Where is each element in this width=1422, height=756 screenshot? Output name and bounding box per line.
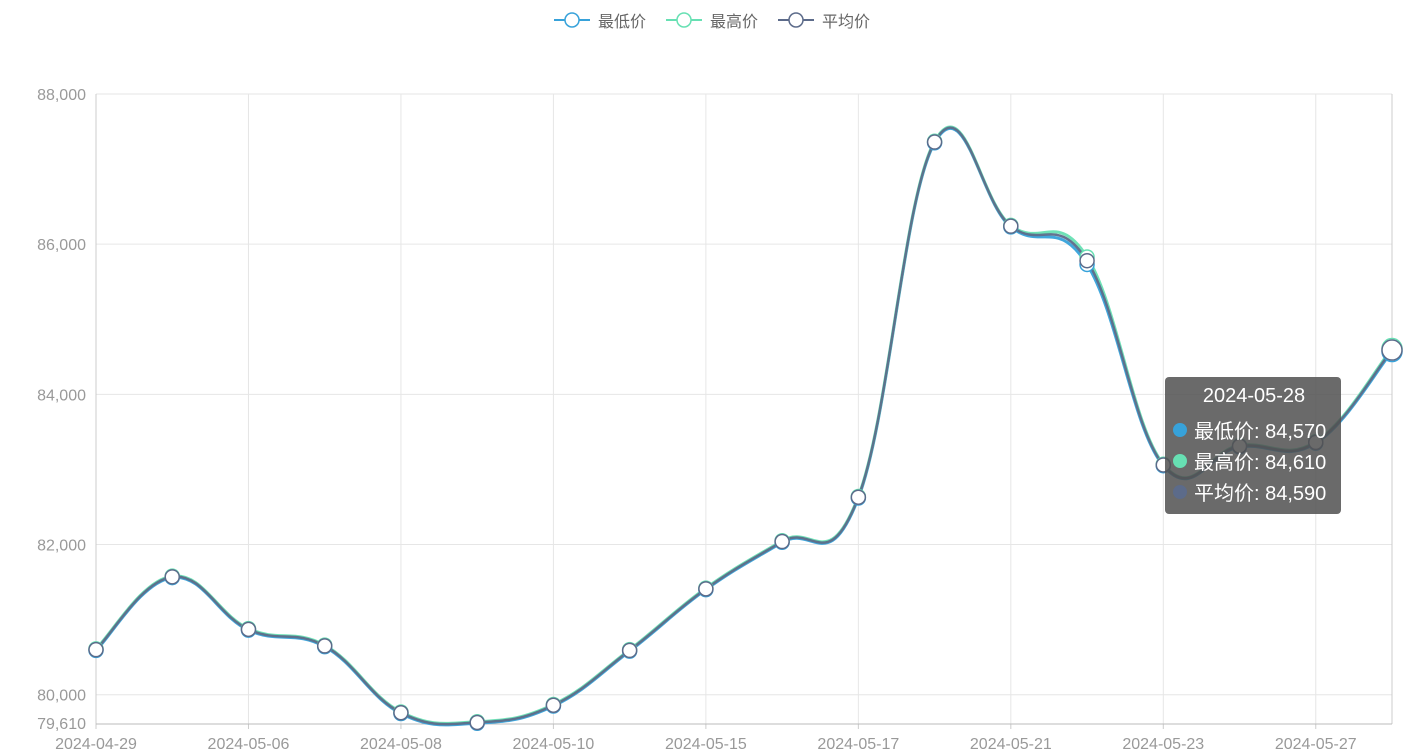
x-tick-label: 2024-05-27	[1275, 736, 1357, 753]
series-2-point	[698, 581, 714, 597]
y-tick-label: 82,000	[37, 538, 86, 555]
legend-item-avg[interactable]: 平均价	[776, 8, 870, 32]
x-tick-label: 2024-05-10	[512, 736, 594, 753]
x-tick-label: 2024-05-08	[360, 736, 442, 753]
tooltip-label-min: 最低价: 84,570	[1194, 421, 1327, 443]
tooltip-dot-avg	[1173, 484, 1187, 499]
series-2-point	[1381, 339, 1403, 361]
series-2-point	[621, 642, 638, 659]
legend-label-avg: 平均价	[822, 14, 871, 31]
tooltip-label-avg: 平均价: 84,590	[1194, 483, 1327, 505]
series-2-point	[164, 569, 180, 585]
series-2-point	[774, 533, 790, 550]
x-tick-label: 2024-05-21	[970, 736, 1052, 753]
tooltip-dot-max	[1173, 453, 1187, 468]
series-2-point	[850, 489, 867, 505]
x-tick-label: 2024-05-17	[817, 736, 899, 753]
series-2-point	[469, 714, 485, 731]
tooltip-title: 2024-05-28	[1202, 385, 1306, 407]
tooltip-row-avg: 平均价: 84,590	[1173, 476, 1335, 507]
x-tick-label: 2024-04-29	[55, 736, 137, 753]
x-tick-label: 2024-05-06	[208, 736, 290, 753]
series-2-point	[1003, 218, 1019, 234]
tooltip-dot-min	[1173, 422, 1187, 437]
y-min-label: 79,610	[37, 716, 86, 733]
series-2-point	[545, 697, 562, 713]
legend-label-max: 最高价	[709, 14, 758, 31]
y-tick-label: 88,000	[37, 87, 86, 104]
y-tick-label: 80,000	[37, 688, 86, 705]
series-2-point	[926, 134, 943, 150]
legend-label-min: 最低价	[597, 14, 646, 31]
circle-line-icon	[665, 12, 702, 28]
series-2-point	[393, 704, 409, 721]
y-tick-label: 86,000	[37, 237, 86, 254]
series-2-point	[1079, 252, 1095, 269]
tooltip-label-max: 最高价: 84,610	[1194, 452, 1327, 474]
circle-line-icon	[778, 12, 814, 28]
series-2-point	[316, 638, 333, 654]
tooltip: 2024-05-28 最低价: 84,570 最高价: 84,610 平均价: …	[1165, 377, 1341, 514]
circle-line-icon	[553, 12, 590, 28]
tooltip-row-max: 最高价: 84,610	[1173, 445, 1335, 476]
x-tick-label: 2024-05-23	[1122, 736, 1204, 753]
y-tick-label: 84,000	[37, 387, 86, 404]
x-tick-label: 2024-05-15	[665, 736, 747, 753]
legend-item-max[interactable]: 最高价	[664, 8, 758, 32]
series-2-point	[88, 641, 104, 658]
series-2-point	[240, 621, 257, 638]
legend-item-min[interactable]: 最低价	[552, 8, 646, 32]
tooltip-row-min: 最低价: 84,570	[1173, 414, 1335, 445]
legend: 最低价 最高价 平均价	[0, 8, 1422, 32]
